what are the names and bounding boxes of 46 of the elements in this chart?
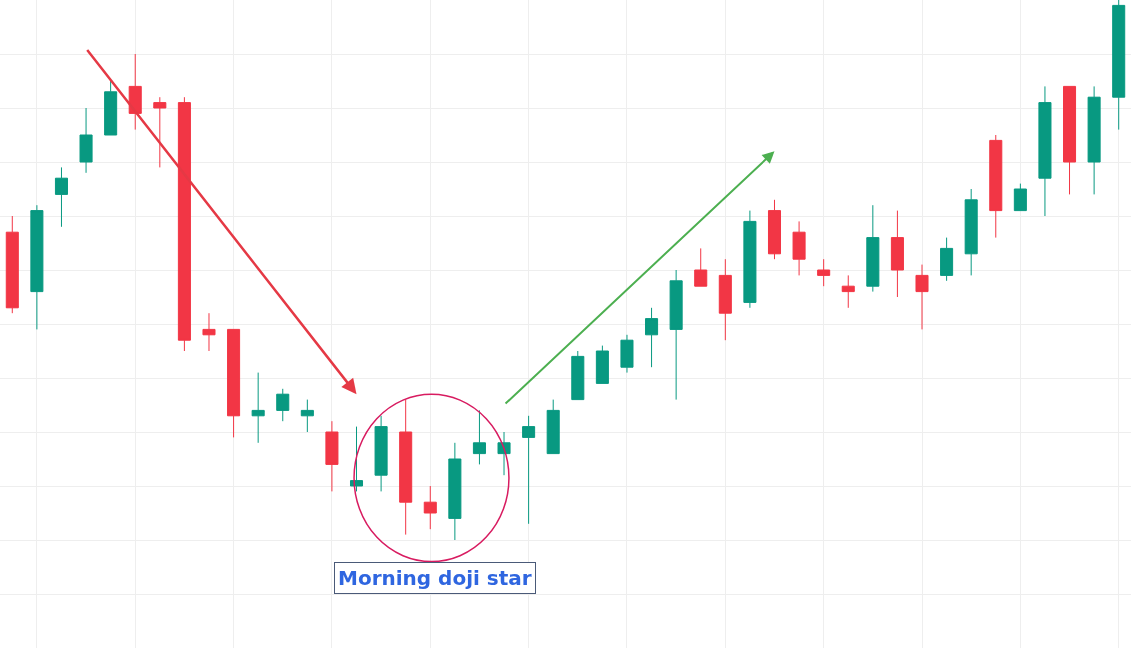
candlestick [620, 334, 634, 374]
candlestick [546, 399, 560, 455]
candlestick [866, 204, 880, 293]
candlestick [104, 80, 118, 136]
candlestick [423, 485, 437, 530]
candlestick [325, 420, 339, 492]
candlestick [890, 210, 904, 298]
candlestick [349, 426, 364, 492]
candlestick [276, 388, 290, 422]
candlestick [251, 372, 265, 444]
candlestick [1013, 183, 1027, 212]
candlestick [669, 269, 683, 401]
candlestick [595, 345, 609, 384]
text: Morning doji star [338, 566, 532, 590]
candlestick [399, 399, 413, 536]
candlestick [54, 166, 68, 228]
candlestick [522, 415, 536, 525]
candlestick [153, 96, 167, 168]
candlestick [841, 274, 855, 309]
candlestick [1063, 85, 1077, 195]
candlestick [300, 399, 314, 433]
candlestick [374, 415, 388, 492]
candlestick [448, 442, 462, 541]
candlestick [1112, 0, 1126, 131]
candlestick [940, 237, 954, 282]
candlestick [645, 307, 659, 368]
candlestick [5, 215, 19, 314]
candlestick [1038, 85, 1052, 217]
candlestick [767, 199, 782, 260]
candlestick [30, 204, 44, 330]
candlestick [915, 264, 929, 330]
candlestick [202, 312, 216, 352]
candlestick [79, 107, 93, 174]
candlestick [472, 409, 486, 465]
candlestick [571, 350, 585, 401]
candlestick [1087, 85, 1101, 195]
candlestick [128, 53, 142, 131]
candlestick [227, 328, 241, 438]
candlestick [989, 134, 1003, 239]
candlestick [964, 188, 978, 276]
candlestick [743, 210, 757, 309]
candlestick [694, 247, 708, 287]
candlestick [817, 258, 831, 287]
candlestick [718, 258, 732, 341]
candlestick [177, 96, 191, 352]
candlestick [792, 220, 806, 276]
